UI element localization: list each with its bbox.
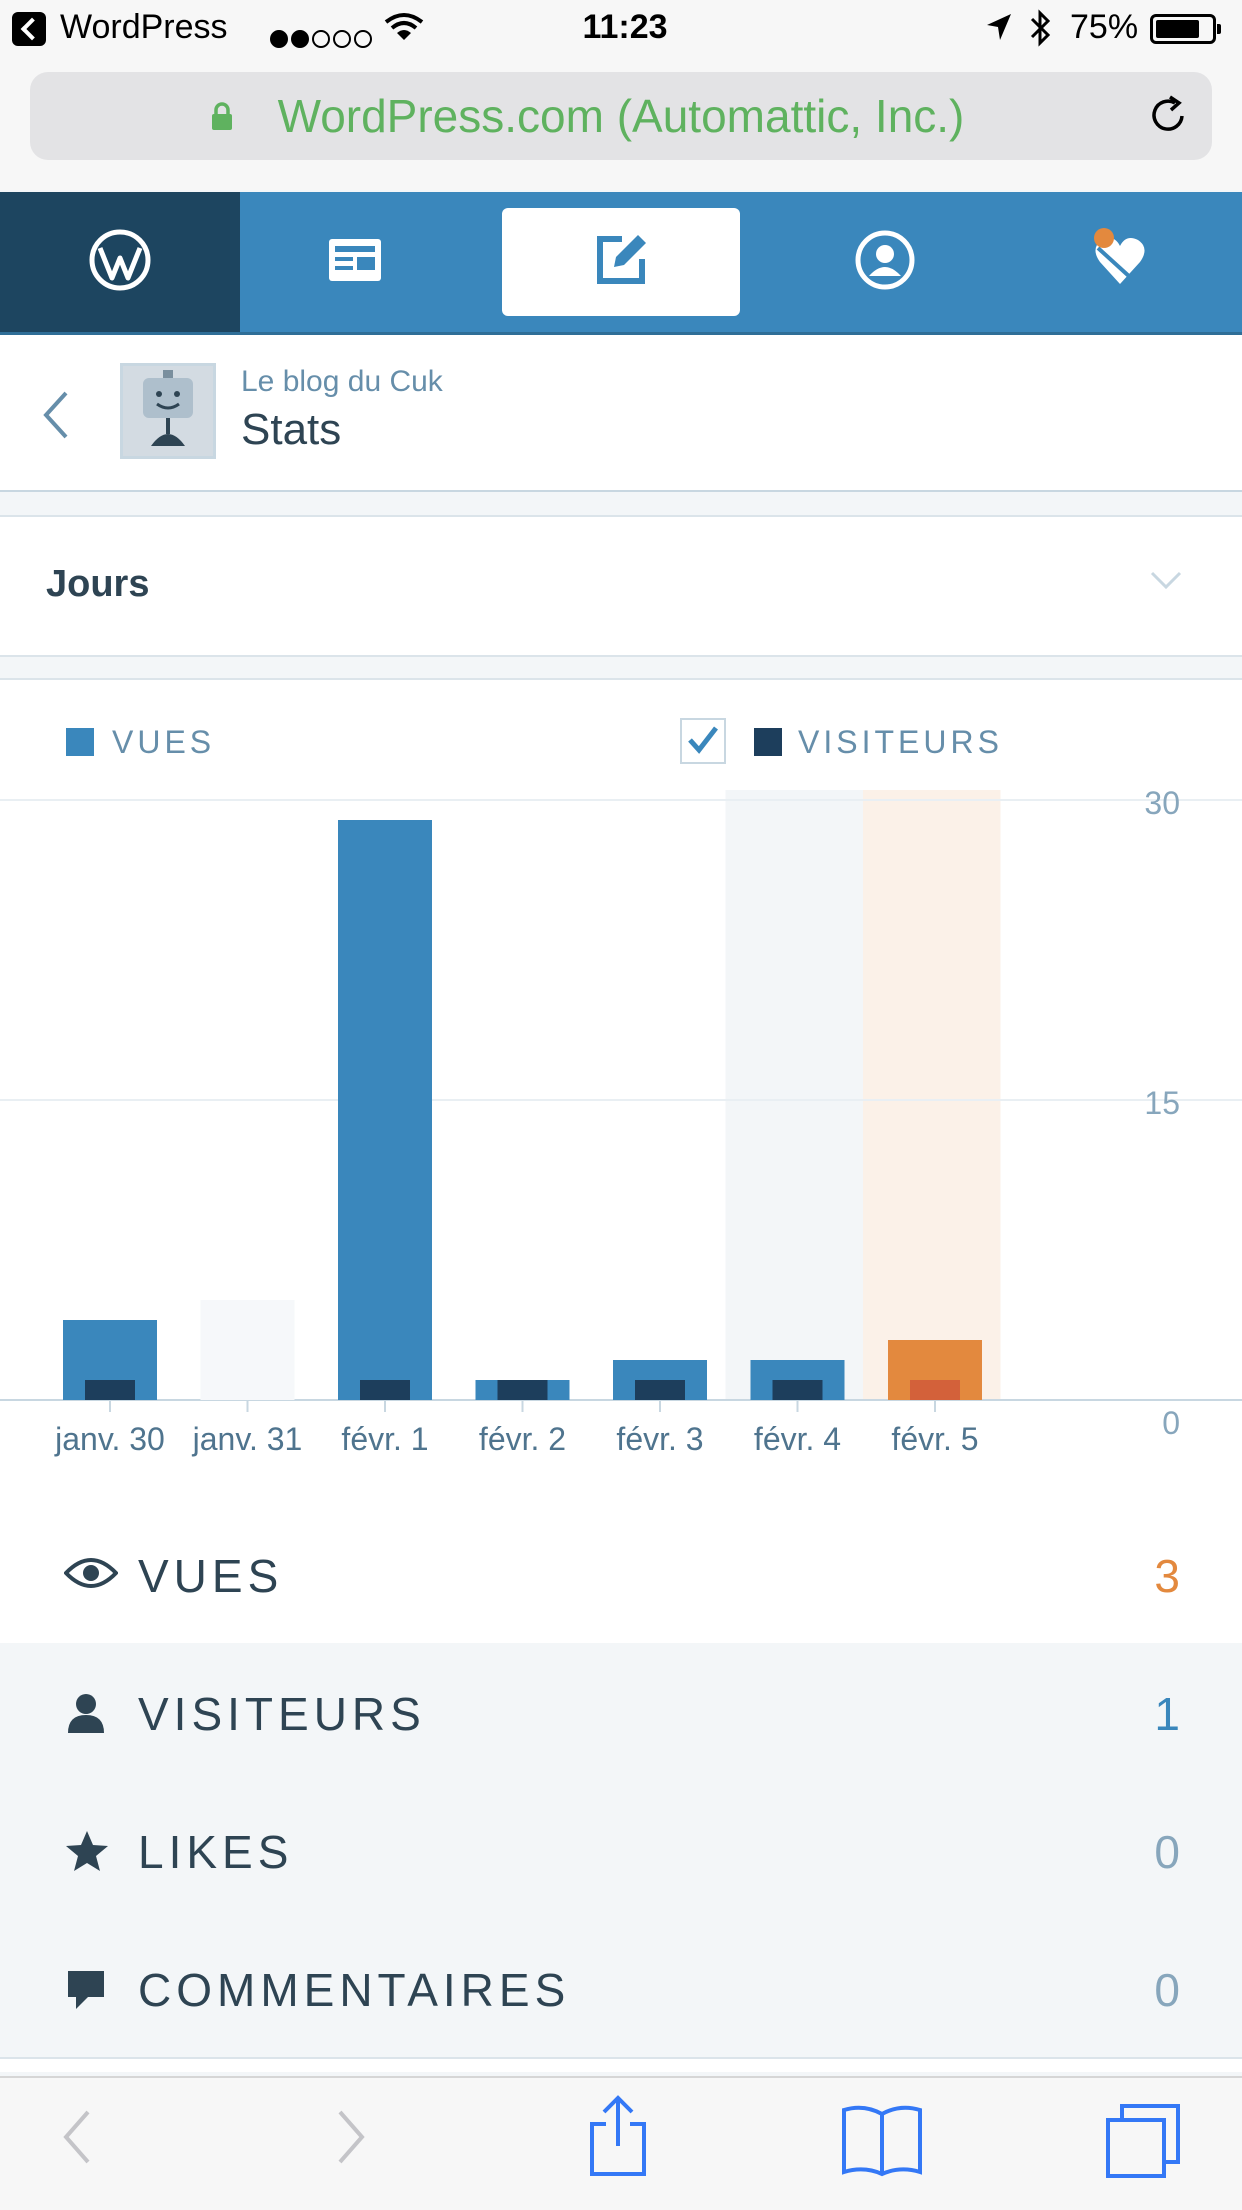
- stat-value: 3: [1154, 1550, 1180, 1602]
- stat-label: COMMENTAIRES: [138, 1964, 571, 2016]
- bar-visiteurs[interactable]: [910, 1380, 960, 1400]
- legend-label-vues[interactable]: VUES: [112, 724, 216, 760]
- wifi-icon: [384, 12, 424, 51]
- carrier-label[interactable]: WordPress: [60, 8, 228, 46]
- period-label: Jours: [46, 563, 150, 605]
- write-tab[interactable]: [502, 208, 740, 316]
- address-bar[interactable]: WordPress.com (Automattic, Inc.): [30, 72, 1212, 160]
- y-tick-label: 15: [1144, 1085, 1180, 1121]
- x-tick-label: févr. 3: [616, 1421, 703, 1457]
- stat-label: VISITEURS: [138, 1688, 426, 1740]
- browser-toolbar: [0, 2076, 1242, 2210]
- location-icon: [985, 12, 1013, 51]
- tabs-icon[interactable]: [1104, 2102, 1184, 2187]
- selected-column: [863, 790, 1001, 1400]
- bluetooth-icon: [1028, 8, 1054, 57]
- wordpress-logo-icon: [88, 228, 152, 297]
- blog-name: Le blog du Cuk: [241, 365, 443, 398]
- star-icon: [64, 1829, 110, 1878]
- legend-label-visiteurs[interactable]: VISITEURS: [798, 724, 1003, 760]
- page-title: Stats: [241, 405, 342, 454]
- stat-row-commentaires[interactable]: COMMENTAIRES 0: [0, 1919, 1242, 2059]
- write-icon: [592, 231, 650, 294]
- bar-vues[interactable]: [338, 820, 432, 1400]
- comment-icon: [64, 1967, 108, 2016]
- clock: 11:23: [582, 8, 668, 46]
- stat-row-vues[interactable]: VUES 3: [0, 1505, 1242, 1645]
- back-to-app-icon[interactable]: [12, 12, 46, 46]
- url-label[interactable]: WordPress.com (Automattic, Inc.): [277, 90, 965, 142]
- chevron-down-icon[interactable]: [1148, 569, 1184, 598]
- hover-column: [725, 790, 863, 1400]
- my-sites-tab[interactable]: [0, 192, 240, 332]
- bar-visiteurs[interactable]: [85, 1380, 135, 1400]
- bar-visiteurs[interactable]: [635, 1380, 685, 1400]
- person-icon: [64, 1691, 108, 1740]
- x-tick-label: févr. 2: [479, 1421, 566, 1457]
- stat-label: LIKES: [138, 1826, 294, 1878]
- x-tick-label: févr. 1: [341, 1421, 428, 1457]
- bar-vues-empty[interactable]: [200, 1300, 295, 1400]
- back-chevron-icon[interactable]: [38, 387, 74, 448]
- period-selector[interactable]: Jours: [0, 515, 1242, 657]
- me-tab[interactable]: [770, 192, 1000, 332]
- status-bar: WordPress 11:23 75%: [0, 0, 1242, 60]
- me-icon: [854, 229, 916, 296]
- wordpress-nav-bar: [0, 192, 1242, 332]
- reader-icon: [326, 236, 384, 289]
- x-tick-label: janv. 31: [192, 1421, 303, 1457]
- bar-visiteurs[interactable]: [360, 1380, 410, 1400]
- share-icon[interactable]: [586, 2094, 650, 2183]
- signal-icon: [270, 18, 375, 57]
- stat-value: 1: [1154, 1688, 1180, 1740]
- stat-value: 0: [1154, 1964, 1180, 2016]
- x-tick-label: févr. 4: [754, 1421, 841, 1457]
- nav-divider: [0, 332, 1242, 335]
- stat-row-visiteurs[interactable]: VISITEURS 1: [0, 1643, 1242, 1783]
- legend-swatch-vues: [66, 728, 94, 756]
- y-tick-label: 30: [1144, 790, 1180, 821]
- bar-chart-overlay: 30 15 0 janv. 30 janv. 31 févr. 1 févr. 2 févr.…: [0, 790, 1242, 1457]
- battery-percent: 75%: [1070, 8, 1139, 46]
- notifications-icon: [1090, 227, 1160, 297]
- bookmarks-icon[interactable]: [840, 2102, 924, 2183]
- site-avatar: [120, 363, 216, 459]
- y-tick-label: 0: [1162, 1405, 1180, 1441]
- stat-value: 0: [1154, 1826, 1180, 1878]
- eye-icon: [63, 1553, 119, 1598]
- visitors-checkbox[interactable]: [680, 718, 726, 764]
- x-tick-label: févr. 5: [891, 1421, 978, 1457]
- page-header: Le blog du Cuk Stats: [0, 335, 1242, 492]
- reload-icon[interactable]: [1148, 94, 1190, 143]
- reader-tab[interactable]: [240, 192, 470, 332]
- forward-arrow-icon[interactable]: [330, 2102, 370, 2177]
- bar-visiteurs[interactable]: [772, 1380, 823, 1400]
- stat-row-likes[interactable]: LIKES 0: [0, 1781, 1242, 1921]
- notifications-tab[interactable]: [1010, 192, 1240, 332]
- battery-icon: [1150, 14, 1221, 44]
- legend-swatch-visiteurs: [754, 728, 782, 756]
- lock-icon: [210, 102, 234, 137]
- checkmark-icon: [688, 726, 718, 754]
- stat-label: VUES: [138, 1550, 284, 1602]
- x-tick-label: janv. 30: [54, 1421, 165, 1457]
- back-arrow-icon[interactable]: [58, 2102, 98, 2177]
- bar-visiteurs[interactable]: [497, 1380, 548, 1400]
